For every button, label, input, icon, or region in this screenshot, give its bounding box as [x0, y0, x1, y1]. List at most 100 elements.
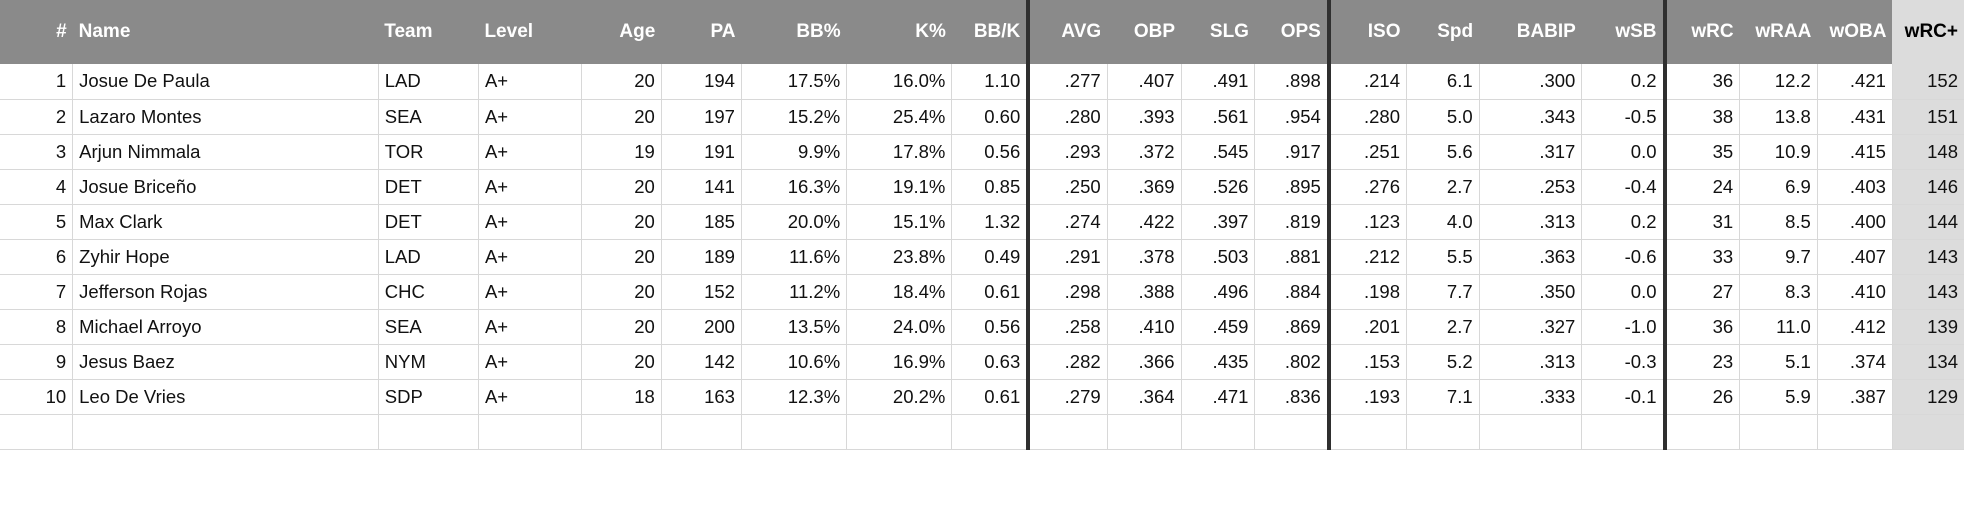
cell-pa: 200 [661, 309, 742, 345]
cell-name: Josue Briceño [72, 169, 379, 205]
column-header-slg[interactable]: SLG [1181, 0, 1255, 64]
cell-spd: 2.7 [1406, 309, 1480, 345]
cell-empty [1406, 414, 1480, 450]
cell-ops: .819 [1254, 204, 1331, 240]
cell-k-pct: 15.1% [846, 204, 953, 240]
cell-wrc-plus: 143 [1892, 239, 1964, 275]
column-header-team[interactable]: Team [378, 0, 479, 64]
cell-empty [1892, 414, 1964, 450]
cell-avg: .291 [1028, 239, 1108, 275]
column-header-name[interactable]: Name [72, 0, 379, 64]
column-header-wrc[interactable]: wRC [1664, 0, 1740, 64]
column-header-avg[interactable]: AVG [1028, 0, 1108, 64]
cell-obp: .422 [1107, 204, 1182, 240]
cell-empty [1028, 414, 1108, 450]
column-header-level[interactable]: Level [478, 0, 582, 64]
column-header-wrc-plus[interactable]: wRC+ [1892, 0, 1964, 64]
cell-bb-pct: 20.0% [741, 204, 848, 240]
cell-ops: .954 [1254, 99, 1331, 135]
cell-age: 20 [581, 239, 662, 275]
cell-age: 18 [581, 379, 662, 415]
cell-wsb: -0.6 [1581, 239, 1667, 275]
table-row[interactable]: 2 Lazaro Montes SEA A+ 20 197 15.2% 25.4% 0.60.2… [0, 99, 1964, 135]
cell-iso: .251 [1328, 134, 1407, 170]
cell-avg: .293 [1028, 134, 1108, 170]
cell-empty [741, 414, 848, 450]
cell-empty [1581, 414, 1667, 450]
cell-empty [1254, 414, 1331, 450]
column-header-wraa[interactable]: wRAA [1739, 0, 1818, 64]
cell-age: 20 [581, 274, 662, 310]
column-header-k-pct[interactable]: K% [846, 0, 952, 64]
cell-bb-pct: 15.2% [741, 99, 848, 135]
cell-empty [72, 414, 379, 450]
cell-woba: .412 [1817, 309, 1893, 345]
cell-pa: 185 [661, 204, 742, 240]
cell-bb-pct: 10.6% [741, 344, 848, 380]
cell-iso: .198 [1328, 274, 1407, 310]
column-header-woba[interactable]: wOBA [1817, 0, 1893, 64]
column-header-ops[interactable]: OPS [1254, 0, 1331, 64]
cell-slg: .526 [1181, 169, 1256, 205]
cell-obp: .393 [1107, 99, 1182, 135]
cell-pa: 152 [661, 274, 742, 310]
cell-spd: 5.0 [1406, 99, 1480, 135]
column-header-obp[interactable]: OBP [1107, 0, 1182, 64]
table-row[interactable]: 7 Jefferson Rojas CHC A+ 20 152 11.2% 18.4% 0.61… [0, 274, 1964, 310]
cell-wraa: 10.9 [1739, 134, 1818, 170]
cell-age: 20 [581, 204, 662, 240]
cell-iso: .214 [1328, 64, 1407, 100]
cell-rank: 5 [0, 204, 74, 240]
table-row-partial [0, 414, 1964, 450]
cell-age: 20 [581, 344, 662, 380]
cell-spd: 7.7 [1406, 274, 1480, 310]
table-row[interactable]: 6 Zyhir Hope LAD A+ 20 189 11.6% 23.8% 0.49.291.… [0, 239, 1964, 275]
cell-woba: .403 [1817, 169, 1893, 205]
cell-rank: 4 [0, 169, 74, 205]
column-header-wsb[interactable]: wSB [1581, 0, 1667, 64]
cell-spd: 5.6 [1406, 134, 1480, 170]
cell-spd: 4.0 [1406, 204, 1480, 240]
table-row[interactable]: 5 Max Clark DET A+ 20 185 20.0% 15.1% 1.32.274.4… [0, 204, 1964, 240]
cell-name: Lazaro Montes [72, 99, 379, 135]
cell-wrc-plus: 148 [1892, 134, 1964, 170]
cell-rank: 8 [0, 309, 74, 345]
column-header-spd[interactable]: Spd [1406, 0, 1480, 64]
table-row[interactable]: 3 Arjun Nimmala TOR A+ 19 191 9.9% 17.8% 0.56.29… [0, 134, 1964, 170]
cell-obp: .378 [1107, 239, 1182, 275]
cell-slg: .459 [1181, 309, 1256, 345]
column-header-iso[interactable]: ISO [1328, 0, 1407, 64]
cell-wsb: 0.2 [1581, 64, 1667, 100]
cell-woba: .387 [1817, 379, 1893, 415]
cell-bb-k: 0.56 [951, 309, 1031, 345]
cell-bb-pct: 16.3% [741, 169, 848, 205]
cell-bb-pct: 13.5% [741, 309, 848, 345]
table-row[interactable]: 10 Leo De Vries SDP A+ 18 163 12.3% 20.2% 0.61.2… [0, 379, 1964, 415]
cell-bb-k: 0.61 [951, 379, 1031, 415]
column-header-bb-pct[interactable]: BB% [741, 0, 847, 64]
column-header-pa[interactable]: PA [661, 0, 742, 64]
cell-wrc-plus: 139 [1892, 309, 1964, 345]
cell-spd: 2.7 [1406, 169, 1480, 205]
cell-empty [1107, 414, 1182, 450]
cell-pa: 189 [661, 239, 742, 275]
cell-wraa: 5.9 [1739, 379, 1818, 415]
table-row[interactable]: 4 Josue Briceño DET A+ 20 141 16.3% 19.1% 0.85.2… [0, 169, 1964, 205]
cell-k-pct: 25.4% [846, 99, 953, 135]
cell-level: A+ [478, 64, 582, 100]
cell-rank: 3 [0, 134, 74, 170]
cell-obp: .369 [1107, 169, 1182, 205]
table-row[interactable]: 9 Jesus Baez NYM A+ 20 142 10.6% 16.9% 0.63.282.… [0, 344, 1964, 380]
cell-bb-pct: 11.2% [741, 274, 848, 310]
column-header-babip[interactable]: BABIP [1479, 0, 1582, 64]
cell-rank: 2 [0, 99, 74, 135]
cell-slg: .471 [1181, 379, 1256, 415]
cell-wsb: -0.3 [1581, 344, 1667, 380]
cell-wraa: 12.2 [1739, 64, 1818, 100]
table-row[interactable]: 8 Michael Arroyo SEA A+ 20 200 13.5% 24.0% 0.56.… [0, 309, 1964, 345]
column-header-bb-k[interactable]: BB/K [951, 0, 1031, 64]
table-row[interactable]: 1 Josue De Paula LAD A+ 20 194 17.5% 16.0% 1.10.… [0, 64, 1964, 100]
cell-wsb: -0.1 [1581, 379, 1667, 415]
column-header-rank[interactable]: # [0, 0, 73, 64]
column-header-age[interactable]: Age [581, 0, 662, 64]
